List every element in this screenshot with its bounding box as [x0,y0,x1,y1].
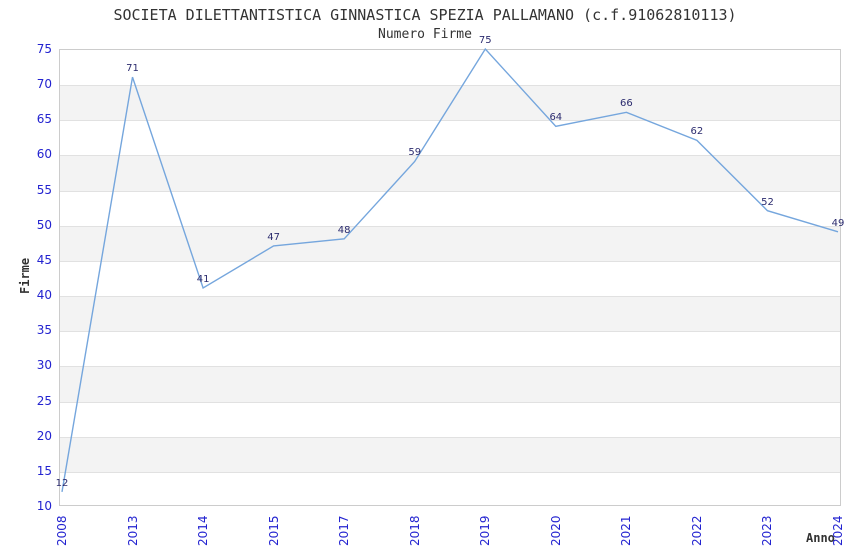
gridline [60,366,840,368]
gridline [60,436,840,438]
x-tick-label: 2024 [831,515,845,546]
x-tick-label: 2008 [55,515,69,546]
data-label: 64 [549,112,563,124]
data-label: 49 [831,217,845,229]
x-tick-label: 2018 [407,515,422,546]
gridline [60,260,840,262]
x-tick-label: 2021 [619,515,634,546]
chart-subtitle: Numero Firme [378,27,472,42]
y-tick-label: 65 [36,112,52,127]
data-label: 75 [478,35,492,46]
gridline [60,85,840,87]
data-label: 66 [619,98,633,110]
y-tick-label: 10 [36,499,52,513]
chart-title: SOCIETA DILETTANTISTICA GINNASTICA SPEZI… [113,6,737,24]
x-tick-label: 2023 [760,515,775,546]
y-tick-label: 40 [36,288,52,303]
data-label: 71 [126,63,139,75]
plot-band [60,155,840,191]
data-label: 12 [55,477,69,489]
data-label: 52 [761,196,774,208]
gridline [60,190,840,192]
gridline [60,225,840,227]
data-label: 47 [267,231,280,243]
plot-area [59,49,841,506]
gridline [60,120,840,122]
x-axis-title: Anno [806,531,835,545]
x-tick-label: 2015 [266,515,281,546]
y-tick-label: 15 [36,463,52,478]
plot-band [60,296,840,332]
y-tick-label: 20 [36,428,52,443]
y-tick-label: 75 [36,42,52,56]
gridline [60,401,840,403]
plot-band [60,366,840,402]
y-tick-label: 70 [36,77,52,92]
plot-band [60,225,840,261]
x-tick-label: 2022 [689,515,704,546]
x-tick-label: 2014 [196,515,211,546]
gridline [60,155,840,157]
plot-band [60,436,840,472]
data-label: 59 [408,147,422,159]
y-tick-label: 35 [36,323,52,338]
gridline [60,471,840,473]
data-label: 41 [196,274,210,286]
x-tick-label: 2013 [125,515,140,546]
x-tick-label: 2019 [478,515,493,546]
y-tick-label: 50 [36,217,52,232]
gridline [60,296,840,298]
y-tick-label: 30 [36,358,52,373]
plot-band [60,85,840,121]
data-label: 48 [337,224,351,236]
y-tick-label: 55 [36,182,52,197]
gridline [60,331,840,333]
y-tick-label: 25 [36,393,52,408]
y-tick-label: 45 [36,252,52,267]
data-label: 62 [690,126,704,138]
x-tick-label: 2017 [337,515,352,546]
x-tick-label: 2020 [548,515,563,546]
y-tick-label: 60 [36,147,52,162]
